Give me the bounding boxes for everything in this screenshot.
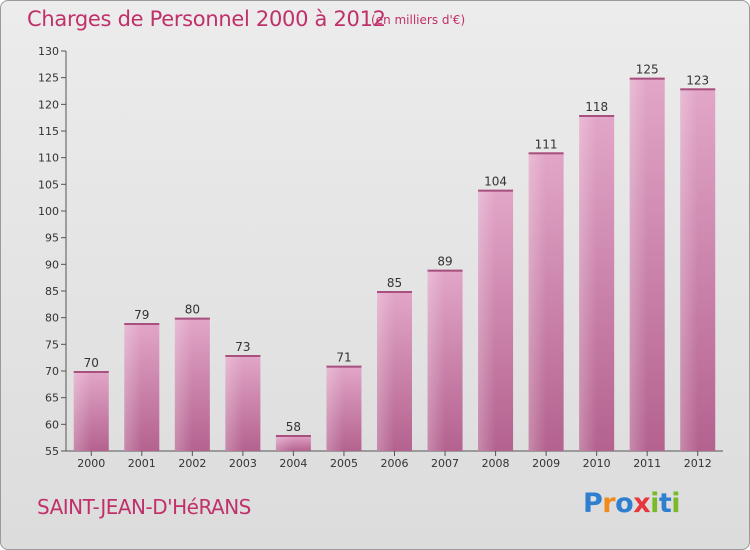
chart-subtitle: (en milliers d'€): [371, 13, 466, 27]
x-tick-label: 2001: [128, 457, 156, 470]
bar-highlight: [275, 435, 294, 451]
data-label: 104: [484, 175, 507, 189]
bar-highlight: [680, 88, 698, 451]
bar-top-edge: [225, 355, 261, 357]
y-tick-label: 115: [38, 125, 59, 138]
logo-letter: r: [602, 488, 616, 519]
y-tick-label: 70: [45, 365, 59, 378]
proxiti-logo: Proxiti: [583, 488, 681, 519]
bar-top-edge: [275, 435, 311, 437]
x-tick-label: 2002: [178, 457, 206, 470]
bar-top-edge: [579, 115, 615, 117]
logo-letter: i: [671, 488, 681, 519]
data-label: 80: [185, 303, 200, 317]
bar-top-edge: [528, 152, 564, 155]
y-tick-label: 75: [45, 338, 59, 351]
bar-top-edge: [427, 269, 463, 272]
bar-highlight: [124, 323, 142, 451]
bars: [73, 77, 716, 452]
bar-highlight: [427, 269, 446, 451]
bar-highlight: [478, 189, 496, 451]
x-tick-label: 2012: [684, 457, 712, 470]
bar-top-edge: [174, 317, 210, 320]
bar-highlight: [629, 77, 648, 452]
y-tick-label: 55: [45, 445, 59, 458]
x-tick-label: 2010: [583, 457, 611, 470]
bar-top-edge: [326, 365, 362, 368]
y-tick-label: 85: [45, 285, 59, 298]
y-tick-label: 80: [45, 312, 59, 325]
x-tick-label: 2011: [633, 457, 661, 470]
data-label: 71: [336, 351, 351, 365]
chart-title: Charges de Personnel 2000 à 2012: [27, 7, 386, 31]
x-tick-label: 2007: [431, 457, 459, 470]
bar-highlight: [377, 291, 395, 451]
y-tick-label: 105: [38, 178, 59, 191]
logo-letter: t: [658, 488, 672, 519]
data-label: 123: [686, 73, 709, 87]
bar-top-edge: [478, 189, 514, 192]
bar-highlight: [174, 317, 193, 451]
y-tick-label: 95: [45, 232, 59, 245]
data-label: 85: [387, 276, 402, 290]
bar-top-edge: [629, 77, 665, 80]
axes: 55 60 65 70 75 80 85 90 95 100 105 110 115 120 125 130 2…: [38, 45, 723, 470]
logo-letter: o: [615, 488, 634, 519]
bar-highlight: [73, 371, 92, 451]
bar-top-edge: [124, 323, 160, 325]
data-label: 70: [84, 356, 99, 370]
bar-top-edge: [680, 88, 716, 91]
logo-letter: P: [583, 488, 603, 519]
logo-letter: i: [650, 488, 659, 519]
x-tick-label: 2000: [77, 457, 105, 470]
data-label: 58: [286, 420, 301, 434]
bar-highlight: [579, 115, 597, 451]
y-tick-label: 60: [45, 418, 59, 431]
data-label: 118: [585, 100, 608, 114]
data-label: 79: [134, 308, 149, 322]
y-tick-label: 100: [38, 205, 59, 218]
y-tick-label: 65: [45, 392, 59, 405]
x-tick-label: 2003: [229, 457, 257, 470]
y-tick-label: 90: [45, 258, 59, 271]
bar-top-edge: [73, 371, 109, 373]
logo-letter: x: [633, 488, 651, 519]
y-tick-label: 110: [38, 152, 59, 165]
bar-highlight: [225, 355, 243, 451]
data-label: 73: [235, 340, 250, 354]
y-tick-label: 125: [38, 72, 59, 85]
commune-name: SAINT-JEAN-D'HéRANS: [37, 495, 251, 519]
y-tick-label: 120: [38, 98, 59, 111]
y-tick-label: 130: [38, 45, 59, 58]
bar-top-edge: [377, 291, 412, 293]
data-labels: 70 79 80 73 58 71 85 89 104 111 118 125 123: [84, 63, 710, 434]
bar-highlight: [528, 152, 547, 452]
bar-highlight: [326, 365, 344, 451]
x-tick-label: 2008: [482, 457, 510, 470]
data-label: 111: [535, 137, 558, 151]
data-label: 89: [437, 255, 452, 269]
data-label: 125: [636, 63, 659, 77]
x-tick-label: 2005: [330, 457, 358, 470]
x-tick-label: 2004: [279, 457, 307, 470]
x-tick-label: 2009: [532, 457, 560, 470]
x-tick-label: 2006: [381, 457, 409, 470]
